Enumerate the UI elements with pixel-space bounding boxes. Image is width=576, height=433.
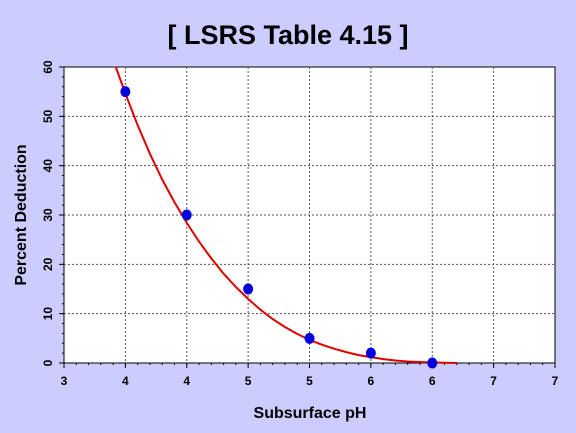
axis-ticks [59, 66, 556, 368]
data-point [427, 357, 438, 369]
y-tick-label: 20 [41, 257, 55, 271]
fit-curve [114, 66, 457, 364]
y-tick-label: 0 [41, 359, 55, 366]
x-tick-label: 6 [368, 374, 375, 388]
data-point [181, 209, 192, 221]
x-tick-label: 5 [245, 374, 252, 388]
x-tick-label: 4 [183, 374, 190, 388]
x-tick-label: 6 [429, 374, 436, 388]
x-tick-label: 3 [61, 374, 68, 388]
y-tick-label: 10 [41, 307, 55, 321]
x-tick-label: 5 [306, 374, 313, 388]
y-tick-label: 30 [41, 208, 55, 222]
y-tick-label: 40 [41, 159, 55, 173]
data-point [243, 283, 254, 295]
x-tick-label: 7 [552, 374, 559, 388]
x-tick-label: 4 [122, 374, 129, 388]
data-point [365, 347, 376, 359]
y-tick-label: 50 [41, 109, 55, 123]
x-tick-labels: 3 4 4 5 5 6 6 7 7 [61, 374, 559, 388]
data-point [120, 86, 131, 98]
x-tick-label: 7 [490, 374, 497, 388]
chart-title: [ LSRS Table 4.15 ] [167, 20, 408, 50]
data-point [304, 332, 315, 344]
y-axis-label: Percent Deduction [13, 144, 30, 285]
y-tick-labels: 0 10 20 30 40 50 60 [41, 60, 55, 366]
series-layer [114, 66, 457, 369]
x-axis-label: Subsurface pH [254, 405, 367, 422]
y-tick-label: 60 [41, 60, 55, 74]
